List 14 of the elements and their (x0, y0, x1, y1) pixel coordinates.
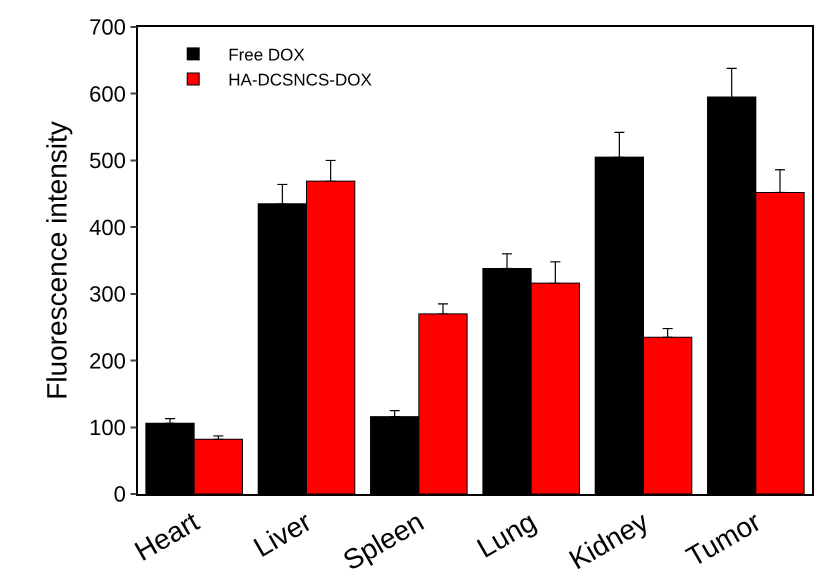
x-tick-label: Lung (472, 506, 542, 564)
y-tick-label: 0 (114, 482, 126, 507)
x-tick-label: Heart (129, 506, 204, 567)
y-tick-label: 300 (89, 282, 126, 307)
y-tick-label: 500 (89, 148, 126, 174)
x-tick-label: Liver (248, 506, 316, 564)
y-tick-label: 200 (89, 348, 126, 374)
y-tick-label: 400 (89, 214, 126, 240)
y-tick-label: 700 (89, 14, 126, 40)
y-axis-title: Fluorescence intensity (41, 121, 72, 400)
legend-label: Free DOX (228, 46, 305, 65)
legend-label: HA-DCSNCS-DOX (228, 70, 372, 90)
y-tick-label: 100 (89, 414, 126, 440)
y-tick-label: 600 (89, 81, 126, 106)
